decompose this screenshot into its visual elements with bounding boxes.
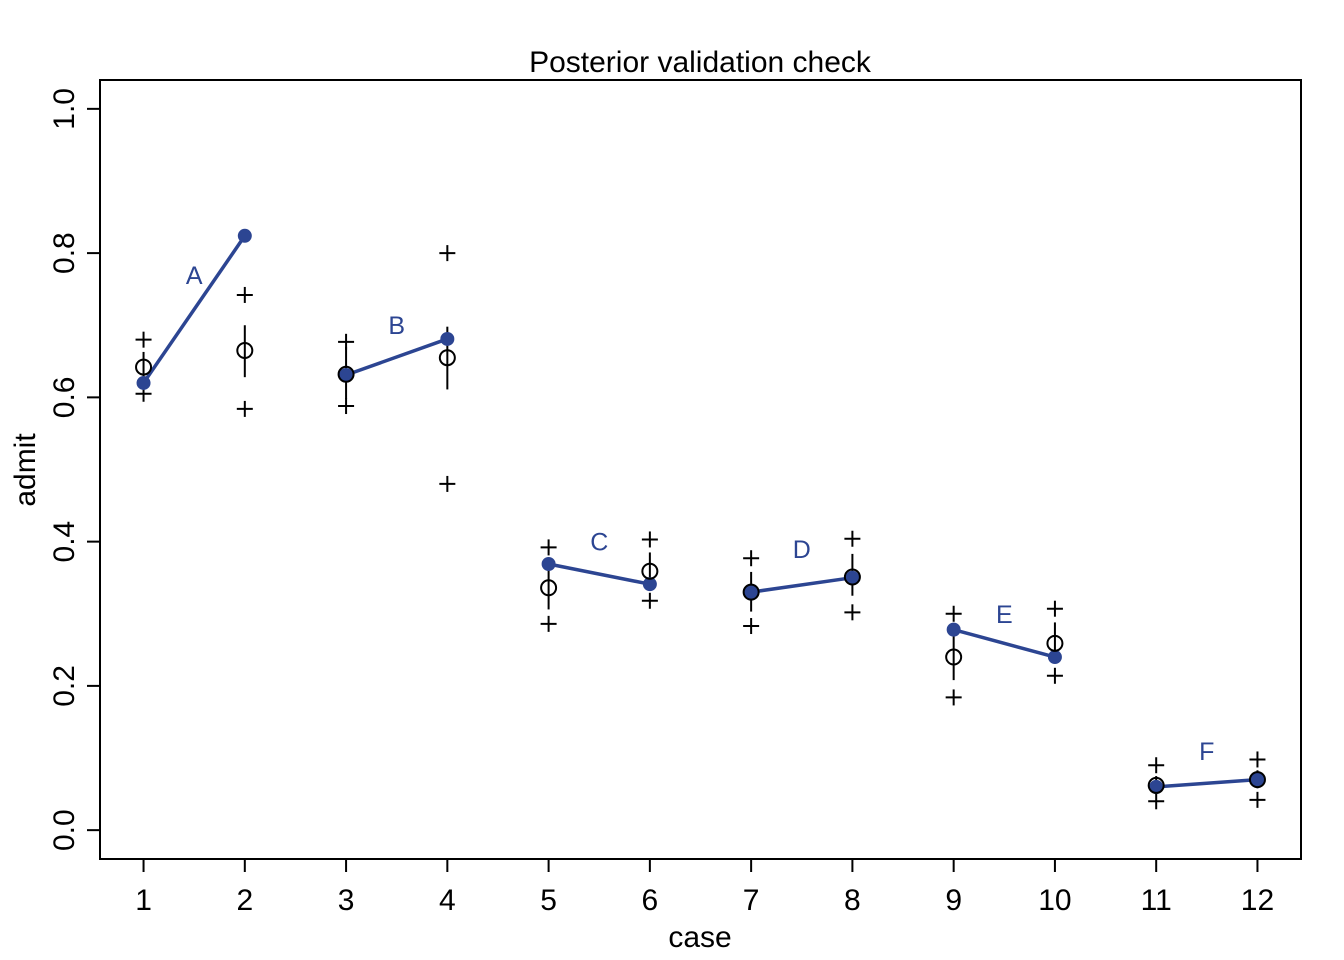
posterior-mean-point <box>742 583 760 601</box>
predictive-low-cross <box>1148 793 1165 810</box>
observed-line <box>548 562 651 586</box>
predictive-low-cross <box>540 615 557 632</box>
x-tick-label: 7 <box>743 884 760 917</box>
predictive-low-cross <box>844 604 861 621</box>
x-tick-label: 1 <box>135 884 152 917</box>
x-tick-label: 2 <box>236 884 253 917</box>
observed-point <box>1250 772 1265 787</box>
predictive-high-cross <box>135 331 152 348</box>
predictive-low-cross <box>1249 791 1266 808</box>
predictive-high-cross <box>1046 600 1063 617</box>
observed-line <box>1156 777 1258 789</box>
observed-line <box>750 575 853 594</box>
department-label: B <box>388 312 405 340</box>
observed-point <box>642 577 657 592</box>
observed-point <box>1047 650 1062 665</box>
y-tick-label: 0.8 <box>48 232 81 274</box>
posterior-mean-point <box>337 365 355 383</box>
posterior-mean-point <box>540 579 558 597</box>
predictive-high-cross <box>945 605 962 622</box>
predictive-high-cross <box>338 333 355 350</box>
predictive-high-cross <box>1249 751 1266 768</box>
posterior-mean-point <box>843 568 861 586</box>
x-tick-label: 9 <box>945 884 962 917</box>
department-label: D <box>793 536 811 564</box>
department-label: A <box>186 262 203 290</box>
posterior-mean-point <box>1046 634 1064 652</box>
x-tick-label: 12 <box>1241 884 1274 917</box>
observed-point <box>541 556 556 571</box>
y-axis-label: admit <box>9 433 42 507</box>
predictive-low-cross <box>945 689 962 706</box>
posterior-mean-point <box>1248 771 1266 789</box>
predictive-high-cross <box>439 245 456 262</box>
plot-marks: A B C D E F <box>135 228 1266 810</box>
observed-line <box>142 234 247 384</box>
y-tick-label: 1.0 <box>48 88 81 130</box>
predictive-high-cross <box>1148 757 1165 774</box>
posterior-mean-point <box>236 341 254 359</box>
predictive-high-cross <box>743 550 760 567</box>
observed-point <box>440 331 455 346</box>
department-label: E <box>996 601 1013 629</box>
predictive-low-cross <box>641 592 658 609</box>
x-tick-label: 5 <box>540 884 557 917</box>
predictive-high-cross <box>540 539 557 556</box>
observed-point <box>136 375 151 390</box>
y-tick-label: 0.2 <box>48 665 81 707</box>
posterior-mean-point <box>1147 776 1165 794</box>
predictive-high-cross <box>236 286 253 303</box>
chart-title: Posterior validation check <box>529 46 872 79</box>
observed-line <box>345 337 448 377</box>
posterior-mean-point <box>438 349 456 367</box>
x-axis-label: case <box>668 921 731 954</box>
y-tick-label: 0.0 <box>48 809 81 851</box>
y-axis: 0.0 0.2 0.4 0.6 0.8 1.0 <box>48 88 101 851</box>
x-tick-label: 8 <box>844 884 861 917</box>
predictive-high-cross <box>641 531 658 548</box>
predictive-low-cross <box>439 475 456 492</box>
observed-point <box>946 622 961 637</box>
x-tick-label: 6 <box>642 884 659 917</box>
predictive-low-cross <box>236 400 253 417</box>
department-label: C <box>590 529 608 557</box>
plot-frame <box>99 79 1302 860</box>
posterior-mean-point <box>135 358 153 376</box>
y-tick-label: 0.6 <box>48 377 81 419</box>
predictive-low-cross <box>338 398 355 415</box>
posterior-mean-point <box>641 562 659 580</box>
posterior-mean-point <box>945 648 963 666</box>
predictive-high-cross <box>844 530 861 547</box>
department-label: F <box>1199 738 1214 766</box>
x-tick-label: 3 <box>338 884 355 917</box>
observed-point <box>237 228 252 243</box>
x-tick-label: 11 <box>1141 884 1172 917</box>
predictive-low-cross <box>743 618 760 635</box>
x-tick-label: 10 <box>1038 884 1071 917</box>
predictive-low-cross <box>1046 667 1063 684</box>
observed-line <box>953 627 1056 659</box>
y-tick-label: 0.4 <box>48 521 81 563</box>
x-tick-label: 4 <box>439 884 456 917</box>
observed-point <box>744 585 759 600</box>
x-axis: 1 2 3 4 5 6 7 8 9 10 11 12 <box>135 858 1274 917</box>
